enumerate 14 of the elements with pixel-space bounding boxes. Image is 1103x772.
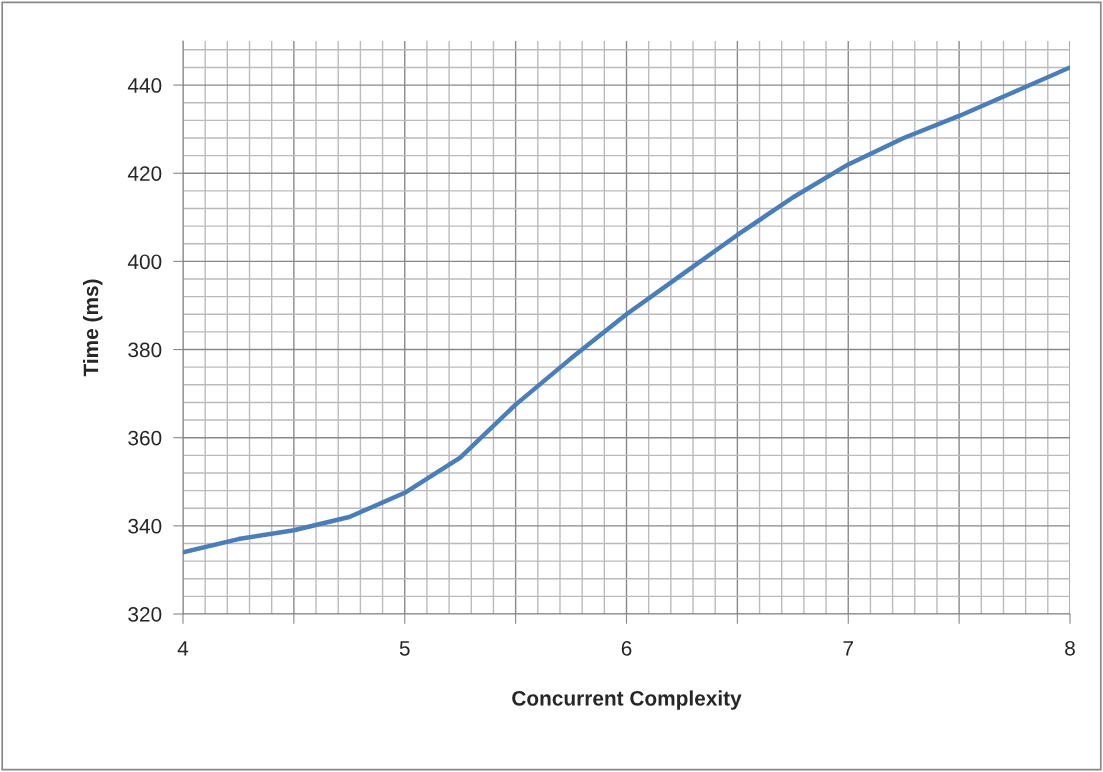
y-tick-label: 440: [127, 78, 162, 93]
y-tick-label: 320: [128, 607, 162, 622]
x-tick-label: 7: [843, 641, 853, 656]
x-tick-label: 8: [1065, 640, 1075, 656]
x-tick-label: 4: [177, 641, 189, 656]
x-axis-title: Concurrent Complexity: [512, 690, 742, 710]
y-tick-label: 340: [128, 518, 162, 534]
x-tick-label: 6: [621, 640, 632, 656]
y-tick-label: 420: [127, 166, 162, 181]
y-tick-label: 360: [128, 430, 162, 446]
y-tick-label: 400: [127, 254, 162, 270]
y-tick-label: 380: [128, 342, 162, 358]
x-tick-label: 5: [399, 641, 410, 656]
y-axis-title: Time (ms): [82, 279, 103, 377]
